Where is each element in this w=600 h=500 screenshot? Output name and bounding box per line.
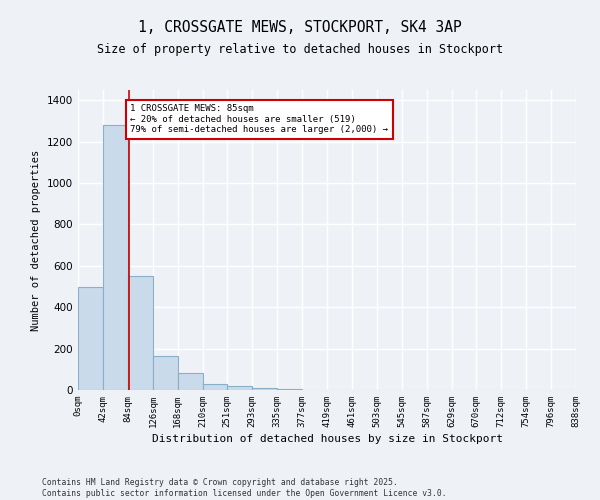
Bar [178,374,203,390]
Y-axis label: Number of detached properties: Number of detached properties [31,150,41,330]
Text: Contains HM Land Registry data © Crown copyright and database right 2025.
Contai: Contains HM Land Registry data © Crown c… [42,478,446,498]
Bar [78,286,103,390]
X-axis label: Distribution of detached houses by size in Stockport: Distribution of detached houses by size … [151,434,503,444]
Text: 1 CROSSGATE MEWS: 85sqm
← 20% of detached houses are smaller (519)
79% of semi-d: 1 CROSSGATE MEWS: 85sqm ← 20% of detache… [130,104,388,134]
Text: 1, CROSSGATE MEWS, STOCKPORT, SK4 3AP: 1, CROSSGATE MEWS, STOCKPORT, SK4 3AP [138,20,462,35]
Bar [128,276,153,390]
Bar [277,389,302,390]
Bar [227,386,252,390]
Bar [252,388,277,390]
Bar [103,125,128,390]
Bar [203,384,227,390]
Bar [153,356,178,390]
Text: Size of property relative to detached houses in Stockport: Size of property relative to detached ho… [97,42,503,56]
